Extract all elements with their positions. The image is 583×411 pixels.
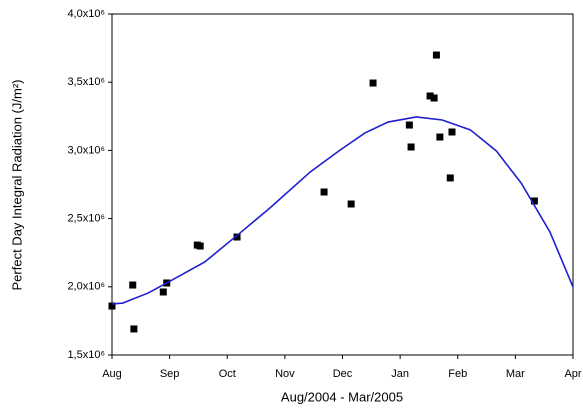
data-point [196, 242, 204, 250]
data-point [405, 121, 413, 129]
data-point [159, 288, 167, 296]
data-point [436, 133, 444, 141]
data-point [369, 79, 377, 87]
x-tick-label: Jan [391, 368, 409, 380]
data-point [320, 188, 328, 196]
y-tick-label: 1,5x10⁶ [67, 349, 105, 361]
data-point [530, 197, 538, 205]
x-tick-label: Dec [333, 368, 353, 380]
y-tick-label: 3,5x10⁶ [67, 76, 105, 88]
x-tick-label: Feb [448, 368, 467, 380]
data-point [426, 92, 434, 100]
fit-line [111, 116, 574, 305]
y-tick-label: 2,0x10⁶ [67, 281, 105, 293]
data-point [233, 233, 241, 241]
plot-frame [111, 13, 574, 356]
y-tick-label: 4,0x10⁶ [67, 8, 105, 20]
data-point [430, 94, 438, 102]
x-tick-label: Sep [160, 368, 180, 380]
y-axis-title: Perfect Day Integral Radiation (J/m²) [9, 80, 24, 291]
y-tick-label: 2,5x10⁶ [67, 213, 105, 225]
x-axis-title: Aug/2004 - Mar/2005 [281, 389, 403, 404]
x-tick-label: Oct [219, 368, 236, 380]
data-point [129, 281, 137, 289]
x-tick-label: Mar [506, 368, 525, 380]
x-tick-label: Nov [275, 368, 295, 380]
data-point [407, 143, 415, 151]
data-point [108, 302, 116, 310]
data-point [432, 51, 440, 59]
data-point [130, 325, 138, 333]
data-point [448, 128, 456, 136]
x-tick-label: Aug [102, 368, 122, 380]
y-tick-label: 3,0x10⁶ [67, 144, 105, 156]
x-tick-label: Apr [564, 368, 581, 380]
data-point [347, 200, 355, 208]
data-point [446, 174, 454, 182]
